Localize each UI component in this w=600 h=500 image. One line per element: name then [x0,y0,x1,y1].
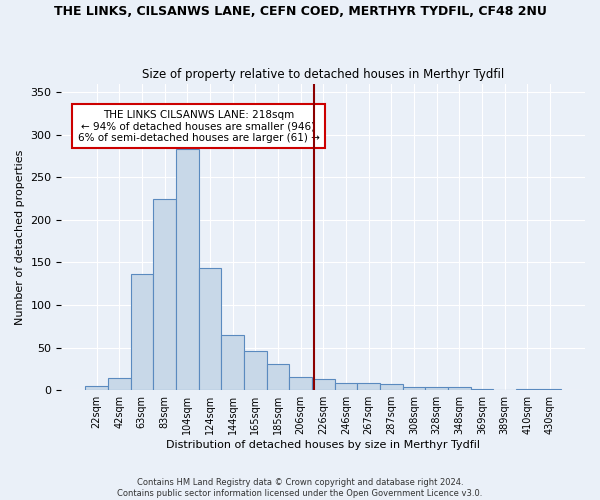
Bar [244,351,266,390]
X-axis label: Distribution of detached houses by size in Merthyr Tydfil: Distribution of detached houses by size … [166,440,480,450]
Bar [199,268,221,390]
Text: THE LINKS, CILSANWS LANE, CEFN COED, MERTHYR TYDFIL, CF48 2NU: THE LINKS, CILSANWS LANE, CEFN COED, MER… [53,5,547,18]
Bar [221,335,244,390]
Bar [131,274,153,390]
Bar [312,379,335,390]
Bar [153,198,176,390]
Bar [176,149,199,390]
Text: Contains HM Land Registry data © Crown copyright and database right 2024.
Contai: Contains HM Land Registry data © Crown c… [118,478,482,498]
Bar [266,364,289,390]
Bar [516,388,539,390]
Bar [448,387,470,390]
Bar [539,388,561,390]
Title: Size of property relative to detached houses in Merthyr Tydfil: Size of property relative to detached ho… [142,68,505,81]
Text: THE LINKS CILSANWS LANE: 218sqm
← 94% of detached houses are smaller (946)
6% of: THE LINKS CILSANWS LANE: 218sqm ← 94% of… [77,110,319,142]
Bar [108,378,131,390]
Bar [403,387,425,390]
Bar [425,387,448,390]
Bar [85,386,108,390]
Bar [470,388,493,390]
Bar [335,382,357,390]
Bar [380,384,403,390]
Bar [357,384,380,390]
Bar [289,376,312,390]
Y-axis label: Number of detached properties: Number of detached properties [15,149,25,324]
